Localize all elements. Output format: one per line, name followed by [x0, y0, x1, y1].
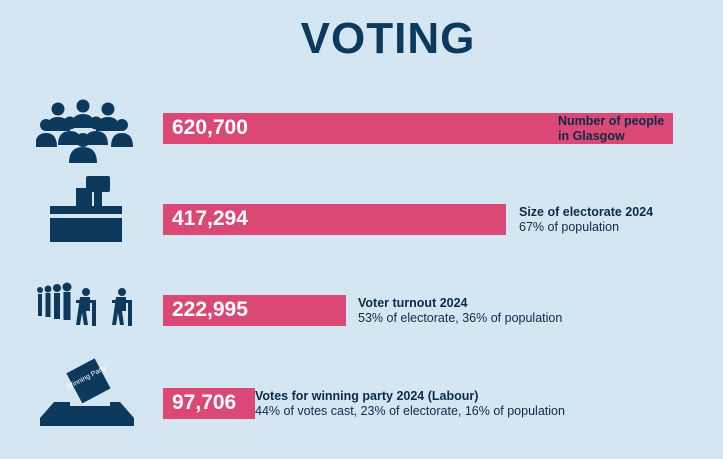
bar-winning-party: 97,706: [163, 388, 255, 419]
crowd-icon: [36, 99, 133, 163]
row-electorate: 417,294 Size of electorate 2024 67% of p…: [0, 174, 723, 244]
bar-label-population: Number of people in Glasgow: [558, 114, 665, 143]
row-winning-party: Winning Party 97,706 Votes for winning p…: [0, 358, 723, 428]
bar-turnout: 222,995: [163, 295, 346, 326]
winning-party-ballot-icon: Winning Party: [40, 358, 134, 426]
ballot-box-icon: [50, 176, 122, 242]
bar-value-label: 222,995: [172, 298, 248, 321]
page-title: VOTING: [300, 14, 476, 63]
bar-population: 620,700: [163, 113, 673, 144]
bar-label-turnout: Voter turnout 2024 53% of electorate, 36…: [358, 296, 563, 325]
bar-electorate: 417,294: [163, 204, 506, 235]
bar-label-electorate: Size of electorate 2024 67% of populatio…: [519, 205, 654, 234]
bar-value-label: 97,706: [172, 391, 237, 414]
bar-value-label: 620,700: [172, 116, 248, 139]
row-population: 620,700 Number of people in Glasgow: [0, 95, 723, 165]
bar-label-winning-party: Votes for winning party 2024 (Labour) 44…: [255, 389, 565, 418]
voters-queue-icon: [37, 282, 132, 326]
row-turnout: 222,995 Voter turnout 2024 53% of electo…: [0, 280, 723, 350]
bar-value-label: 417,294: [172, 207, 248, 230]
